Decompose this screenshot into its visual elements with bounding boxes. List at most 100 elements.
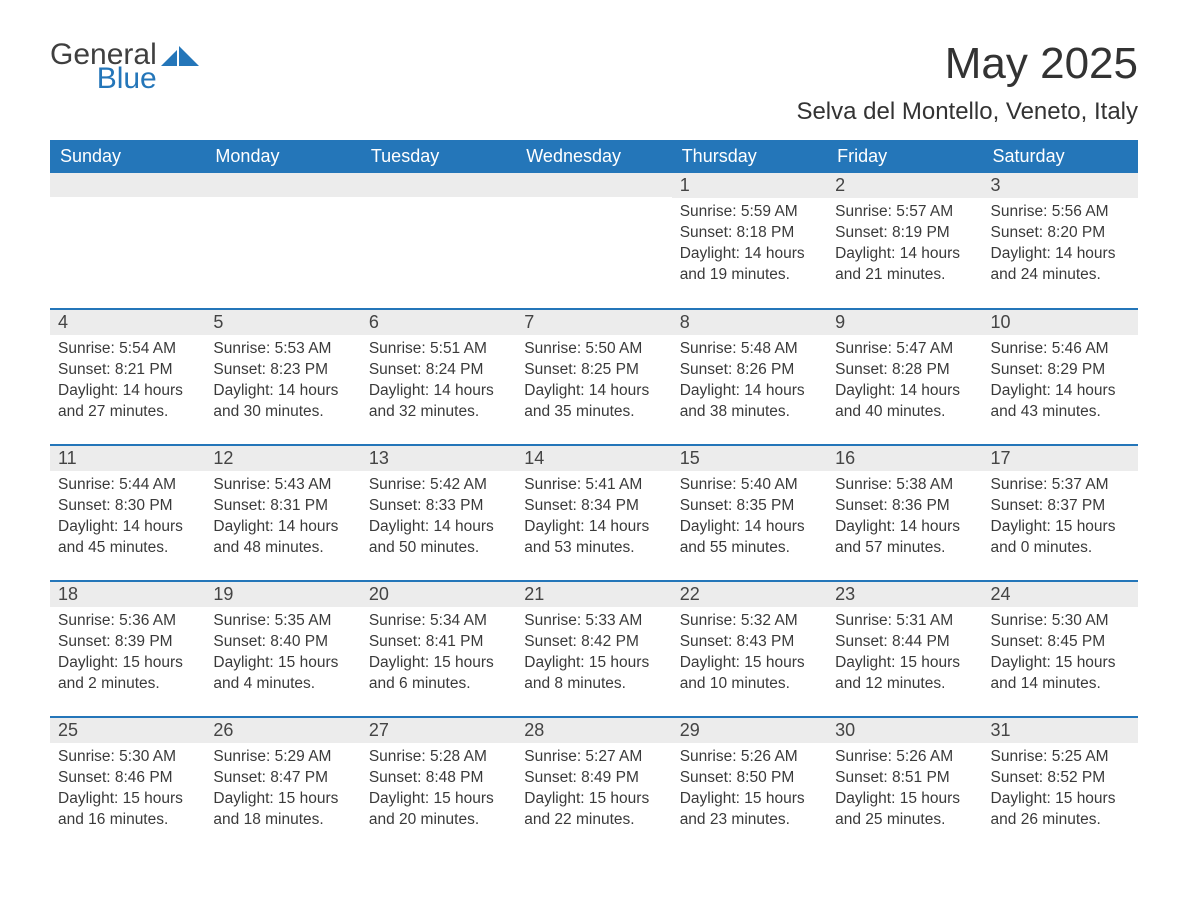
day-body: Sunrise: 5:51 AMSunset: 8:24 PMDaylight:… xyxy=(361,335,516,429)
day-number: 18 xyxy=(50,582,205,607)
daylight-text: Daylight: 15 hours and 4 minutes. xyxy=(213,653,352,695)
sunset-text: Sunset: 8:26 PM xyxy=(680,360,819,381)
calendar-day-cell: 3Sunrise: 5:56 AMSunset: 8:20 PMDaylight… xyxy=(983,173,1138,309)
sunset-text: Sunset: 8:19 PM xyxy=(835,223,974,244)
calendar-day-cell xyxy=(205,173,360,309)
calendar-week-row: 1Sunrise: 5:59 AMSunset: 8:18 PMDaylight… xyxy=(50,173,1138,309)
day-number: 24 xyxy=(983,582,1138,607)
day-number: 1 xyxy=(672,173,827,198)
sunrise-text: Sunrise: 5:57 AM xyxy=(835,202,974,223)
weekday-header: Sunday xyxy=(50,140,205,173)
sunset-text: Sunset: 8:30 PM xyxy=(58,496,197,517)
day-number: 22 xyxy=(672,582,827,607)
daylight-text: Daylight: 14 hours and 32 minutes. xyxy=(369,381,508,423)
sunrise-text: Sunrise: 5:43 AM xyxy=(213,475,352,496)
calendar-day-cell: 19 Sunrise: 5:35 AMSunset: 8:40 PMDayligh… xyxy=(205,581,360,717)
daylight-text: Daylight: 14 hours and 43 minutes. xyxy=(991,381,1130,423)
daylight-text: Daylight: 14 hours and 19 minutes. xyxy=(680,244,819,286)
sunset-text: Sunset: 8:45 PM xyxy=(991,632,1130,653)
day-body: Sunrise: 5:50 AMSunset: 8:25 PMDaylight:… xyxy=(516,335,671,429)
sunset-text: Sunset: 8:40 PM xyxy=(213,632,352,653)
day-number: 26 xyxy=(205,718,360,743)
calendar-day-cell: 1Sunrise: 5:59 AMSunset: 8:18 PMDaylight… xyxy=(672,173,827,309)
sunrise-text: Sunrise: 5:46 AM xyxy=(991,339,1130,360)
sunrise-text: Sunrise: 5:35 AM xyxy=(213,611,352,632)
calendar-day-cell: 11Sunrise: 5:44 AMSunset: 8:30 PMDayligh… xyxy=(50,445,205,581)
day-number: 3 xyxy=(983,173,1138,198)
calendar-day-cell: 2Sunrise: 5:57 AMSunset: 8:19 PMDaylight… xyxy=(827,173,982,309)
sunset-text: Sunset: 8:46 PM xyxy=(58,768,197,789)
daylight-text: Daylight: 15 hours and 10 minutes. xyxy=(680,653,819,695)
sunset-text: Sunset: 8:41 PM xyxy=(369,632,508,653)
calendar-day-cell: 27Sunrise: 5:28 AMSunset: 8:48 PMDayligh… xyxy=(361,717,516,853)
day-body: Sunrise: 5:34 AMSunset: 8:41 PMDaylight:… xyxy=(361,607,516,701)
sunset-text: Sunset: 8:35 PM xyxy=(680,496,819,517)
daylight-text: Daylight: 15 hours and 8 minutes. xyxy=(524,653,663,695)
daylight-text: Daylight: 14 hours and 21 minutes. xyxy=(835,244,974,286)
sunset-text: Sunset: 8:47 PM xyxy=(213,768,352,789)
sunrise-text: Sunrise: 5:27 AM xyxy=(524,747,663,768)
daylight-text: Daylight: 14 hours and 24 minutes. xyxy=(991,244,1130,286)
day-body: Sunrise: 5:28 AMSunset: 8:48 PMDaylight:… xyxy=(361,743,516,837)
calendar-day-cell: 17Sunrise: 5:37 AMSunset: 8:37 PMDayligh… xyxy=(983,445,1138,581)
calendar-day-cell: 5Sunrise: 5:53 AMSunset: 8:23 PMDaylight… xyxy=(205,309,360,445)
day-body: Sunrise: 5:31 AMSunset: 8:44 PMDaylight:… xyxy=(827,607,982,701)
daylight-text: Daylight: 15 hours and 6 minutes. xyxy=(369,653,508,695)
day-number: 27 xyxy=(361,718,516,743)
sunset-text: Sunset: 8:20 PM xyxy=(991,223,1130,244)
day-body: Sunrise: 5:47 AMSunset: 8:28 PMDaylight:… xyxy=(827,335,982,429)
day-number: 11 xyxy=(50,446,205,471)
day-number: 8 xyxy=(672,310,827,335)
page-title: May 2025 xyxy=(796,40,1138,88)
sunrise-text: Sunrise: 5:50 AM xyxy=(524,339,663,360)
sunrise-text: Sunrise: 5:41 AM xyxy=(524,475,663,496)
sunrise-text: Sunrise: 5:26 AM xyxy=(680,747,819,768)
calendar-day-cell xyxy=(50,173,205,309)
calendar-day-cell: 14Sunrise: 5:41 AMSunset: 8:34 PMDayligh… xyxy=(516,445,671,581)
day-body: Sunrise: 5:41 AMSunset: 8:34 PMDaylight:… xyxy=(516,471,671,565)
calendar-day-cell: 4Sunrise: 5:54 AMSunset: 8:21 PMDaylight… xyxy=(50,309,205,445)
calendar-day-cell: 13Sunrise: 5:42 AMSunset: 8:33 PMDayligh… xyxy=(361,445,516,581)
sunset-text: Sunset: 8:52 PM xyxy=(991,768,1130,789)
sunrise-text: Sunrise: 5:47 AM xyxy=(835,339,974,360)
daylight-text: Daylight: 14 hours and 50 minutes. xyxy=(369,517,508,559)
daylight-text: Daylight: 15 hours and 25 minutes. xyxy=(835,789,974,831)
calendar-day-cell: 28 Sunrise: 5:27 AMSunset: 8:49 PMDayligh… xyxy=(516,717,671,853)
daylight-text: Daylight: 14 hours and 27 minutes. xyxy=(58,381,197,423)
sunrise-text: Sunrise: 5:33 AM xyxy=(524,611,663,632)
day-number: 28 xyxy=(516,718,671,743)
day-number: 29 xyxy=(672,718,827,743)
sunrise-text: Sunrise: 5:31 AM xyxy=(835,611,974,632)
sunrise-text: Sunrise: 5:38 AM xyxy=(835,475,974,496)
day-number: 15 xyxy=(672,446,827,471)
day-number: 17 xyxy=(983,446,1138,471)
day-body: Sunrise: 5:40 AMSunset: 8:35 PMDaylight:… xyxy=(672,471,827,565)
calendar-day-cell: 29Sunrise: 5:26 AMSunset: 8:50 PMDayligh… xyxy=(672,717,827,853)
sunset-text: Sunset: 8:25 PM xyxy=(524,360,663,381)
brand-text-bottom: Blue xyxy=(50,64,157,94)
day-number: 7 xyxy=(516,310,671,335)
sunset-text: Sunset: 8:50 PM xyxy=(680,768,819,789)
day-number: 4 xyxy=(50,310,205,335)
calendar-day-cell xyxy=(361,173,516,309)
sunrise-text: Sunrise: 5:40 AM xyxy=(680,475,819,496)
day-body: Sunrise: 5:29 AMSunset: 8:47 PMDaylight:… xyxy=(205,743,360,837)
daylight-text: Daylight: 15 hours and 22 minutes. xyxy=(524,789,663,831)
sunrise-text: Sunrise: 5:25 AM xyxy=(991,747,1130,768)
day-number: 16 xyxy=(827,446,982,471)
calendar-week-row: 4Sunrise: 5:54 AMSunset: 8:21 PMDaylight… xyxy=(50,309,1138,445)
day-body: Sunrise: 5:44 AMSunset: 8:30 PMDaylight:… xyxy=(50,471,205,565)
day-body: Sunrise: 5:26 AMSunset: 8:51 PMDaylight:… xyxy=(827,743,982,837)
daylight-text: Daylight: 14 hours and 38 minutes. xyxy=(680,381,819,423)
daylight-text: Daylight: 14 hours and 48 minutes. xyxy=(213,517,352,559)
daylight-text: Daylight: 15 hours and 26 minutes. xyxy=(991,789,1130,831)
daylight-text: Daylight: 14 hours and 57 minutes. xyxy=(835,517,974,559)
day-body: Sunrise: 5:56 AMSunset: 8:20 PMDaylight:… xyxy=(983,198,1138,292)
day-number: 19 xyxy=(205,582,360,607)
sunset-text: Sunset: 8:49 PM xyxy=(524,768,663,789)
day-body: Sunrise: 5:32 AMSunset: 8:43 PMDaylight:… xyxy=(672,607,827,701)
day-body: Sunrise: 5:59 AMSunset: 8:18 PMDaylight:… xyxy=(672,198,827,292)
sunrise-text: Sunrise: 5:56 AM xyxy=(991,202,1130,223)
daylight-text: Daylight: 15 hours and 2 minutes. xyxy=(58,653,197,695)
sunrise-text: Sunrise: 5:54 AM xyxy=(58,339,197,360)
